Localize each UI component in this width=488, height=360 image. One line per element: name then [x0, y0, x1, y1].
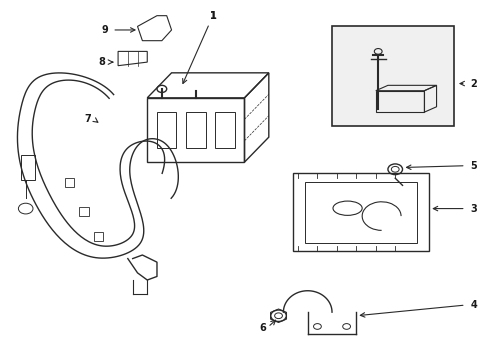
Polygon shape	[331, 26, 453, 126]
Text: 4: 4	[469, 300, 476, 310]
Text: 1: 1	[183, 11, 216, 84]
Text: 8: 8	[98, 57, 105, 67]
Text: 1: 1	[209, 11, 216, 21]
Text: 2: 2	[469, 78, 476, 89]
Text: 3: 3	[469, 203, 476, 213]
Text: 7: 7	[84, 114, 91, 124]
Text: 9: 9	[102, 25, 108, 35]
Text: 5: 5	[469, 161, 476, 171]
Text: 6: 6	[259, 323, 266, 333]
